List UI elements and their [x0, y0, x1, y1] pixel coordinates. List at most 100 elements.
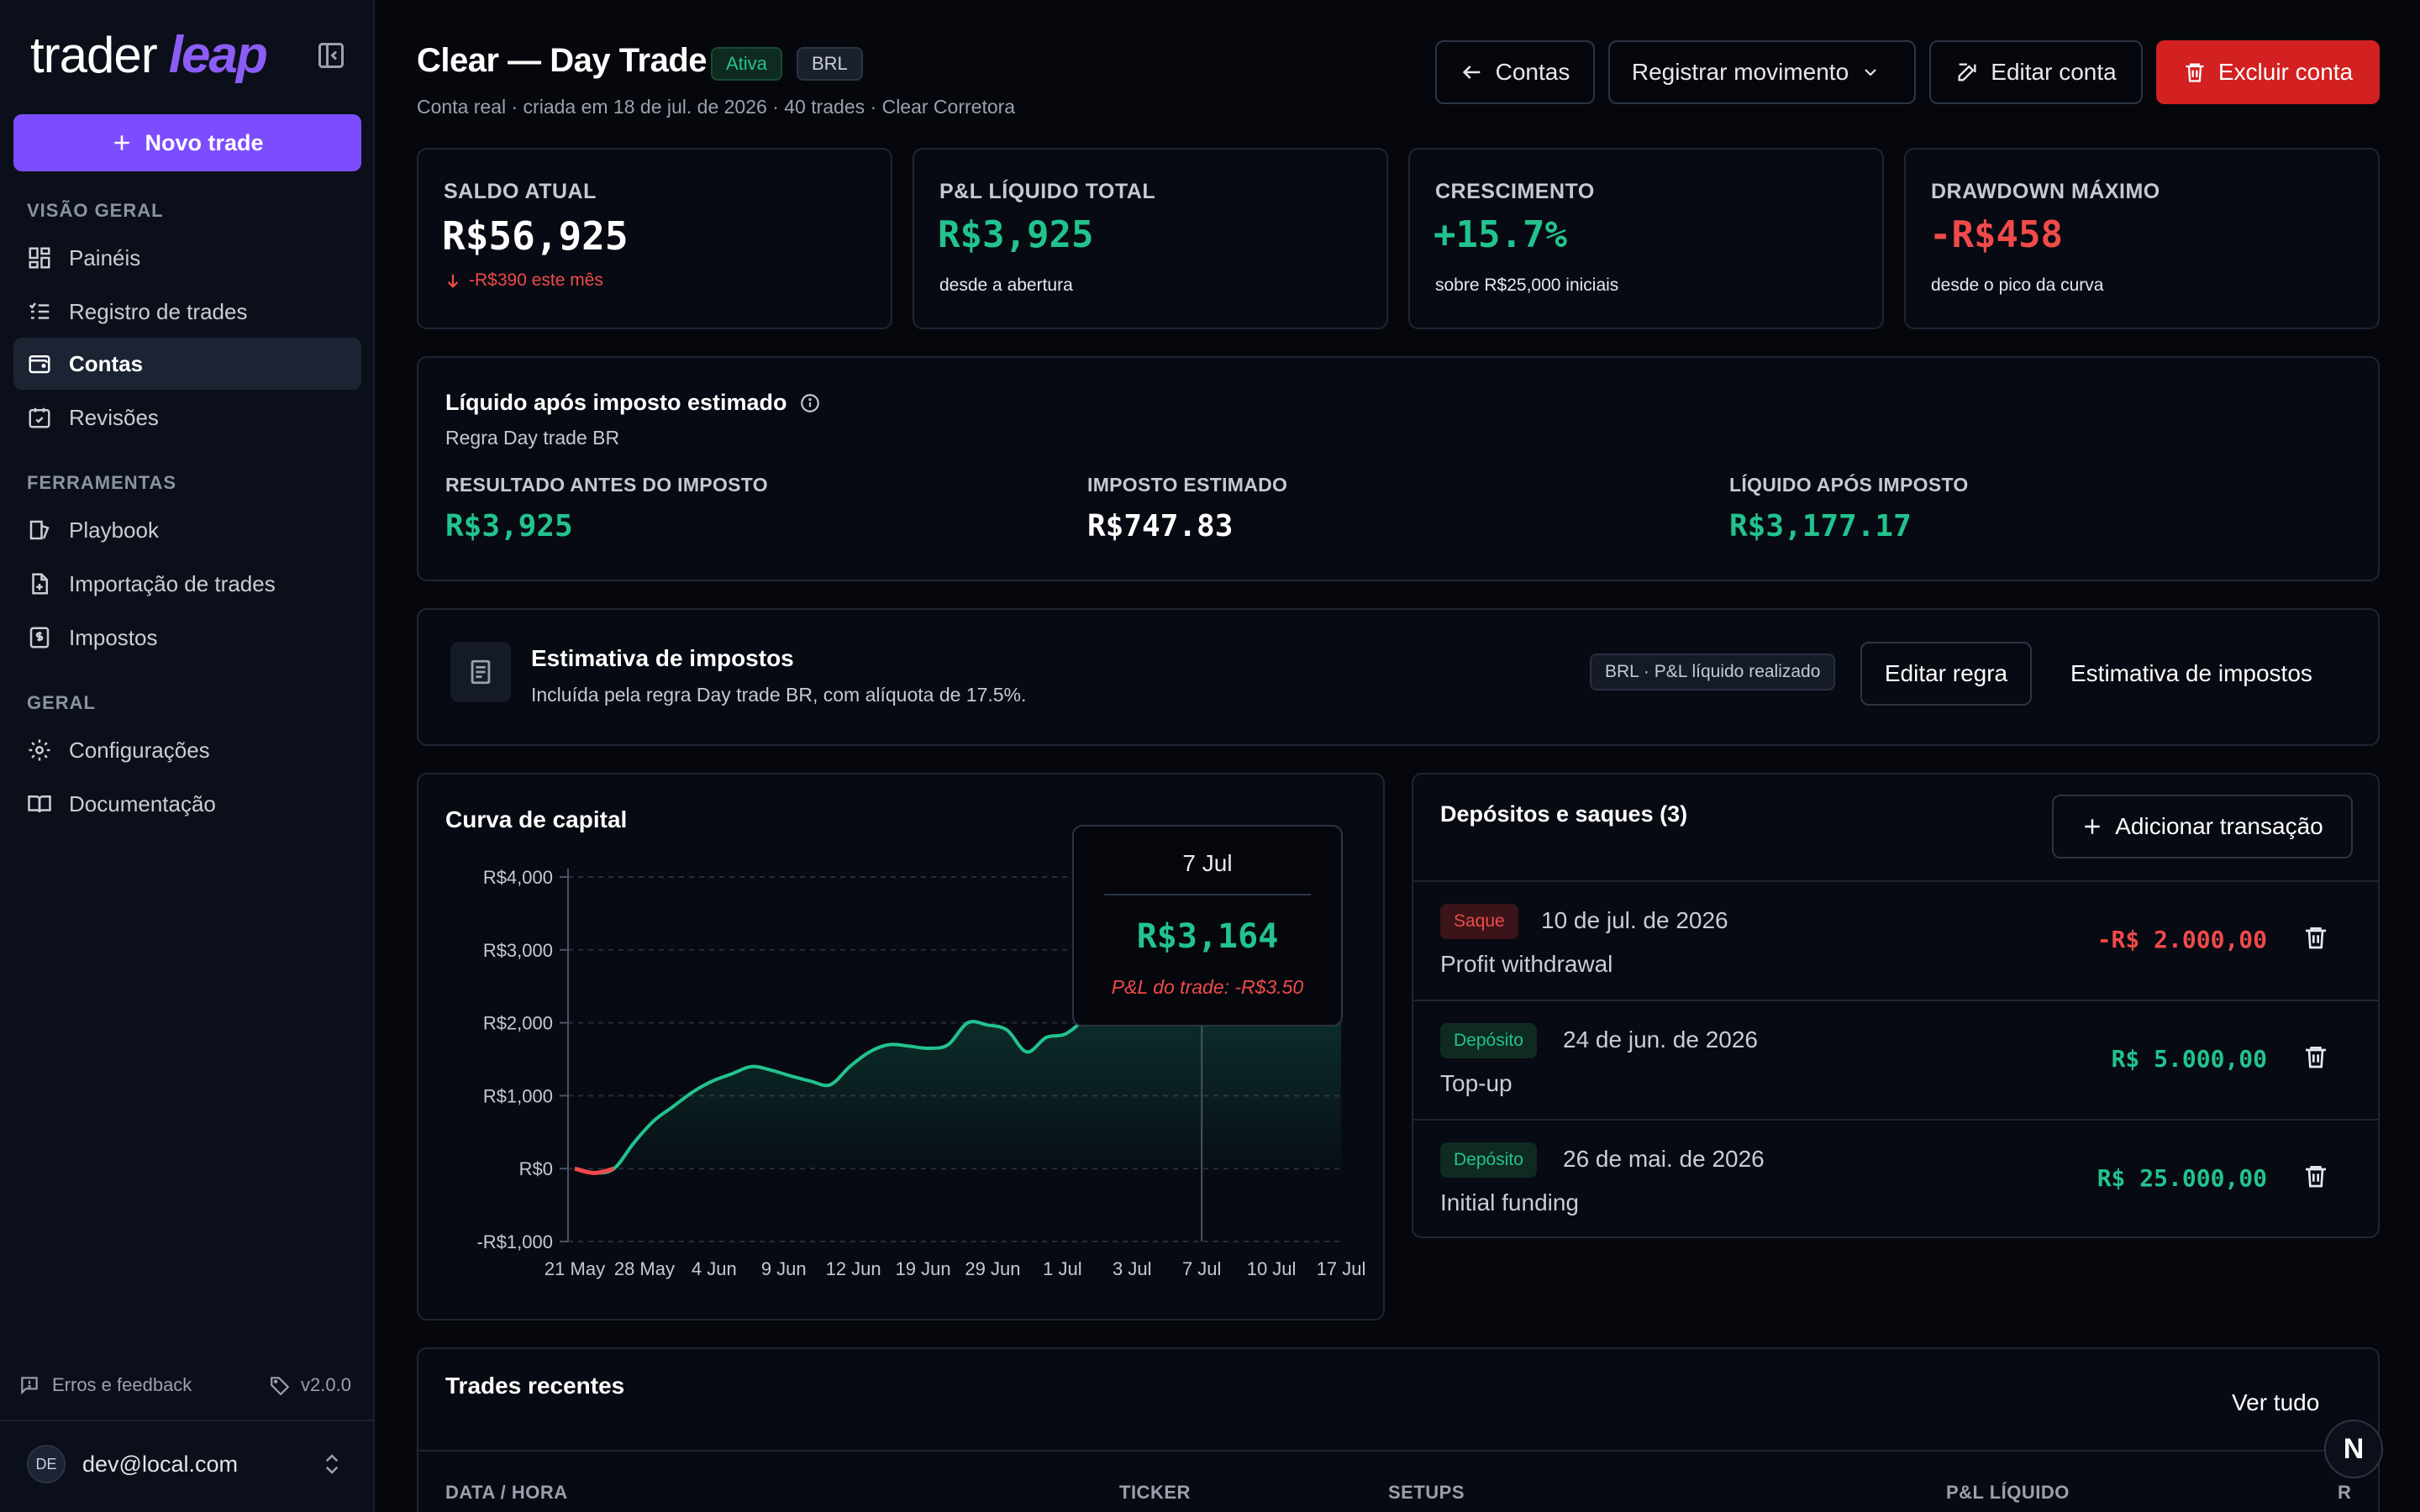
table-divider	[418, 1450, 2378, 1452]
recent-trades-card: Trades recentes Ver tudo DATA / HORA TIC…	[417, 1347, 2380, 1512]
sidebar-item-taxes[interactable]: Impostos	[13, 612, 361, 664]
tax-basis-chip: BRL · P&L líquido realizado	[1590, 654, 1836, 690]
transaction-description: Profit withdrawal	[1440, 951, 1613, 977]
x-tick-label: 4 Jun	[692, 1258, 737, 1279]
logo-text-leap: leap	[168, 25, 268, 84]
feedback-link[interactable]: Erros e feedback	[18, 1374, 192, 1396]
recent-trades-title: Trades recentes	[445, 1373, 625, 1399]
chart-title: Curva de capital	[445, 806, 628, 832]
edit-rule-button[interactable]: Editar regra	[1860, 642, 2032, 706]
currency-badge: BRL	[797, 47, 863, 81]
add-transaction-button[interactable]: Adicionar transação	[2052, 795, 2353, 858]
page-title: Clear — Day Trade	[417, 42, 708, 79]
chevron-down-icon	[1865, 69, 1876, 76]
sidebar-item-docs[interactable]: Documentação	[13, 778, 361, 830]
stat-card-growth: CRESCIMENTO +15.7% sobre R$25,000 inicia…	[1408, 148, 1884, 329]
dev-tools-button[interactable]: N	[2324, 1420, 2383, 1478]
column-header-date[interactable]: DATA / HORA	[445, 1482, 568, 1503]
avatar: DE	[27, 1445, 66, 1483]
chevron-up-down-icon[interactable]	[319, 1452, 345, 1481]
tax-estimate-link[interactable]: Estimativa de impostos	[2070, 660, 2312, 686]
tax-before-label: RESULTADO ANTES DO IMPOSTO	[445, 474, 768, 496]
sidebar-item-label: Documentação	[69, 790, 216, 816]
tooltip-trade-pl: P&L do trade: -R$3.50	[1111, 976, 1304, 998]
stat-card-balance: SALDO ATUAL R$56,925 -R$390 este mês	[417, 148, 892, 329]
edit-account-button[interactable]: Editar conta	[1929, 40, 2143, 104]
plus-icon	[2085, 819, 2100, 834]
after-tax-title-text: Líquido após imposto estimado	[445, 390, 787, 415]
list-check-icon	[29, 302, 50, 319]
column-header-r[interactable]: R	[2338, 1482, 2352, 1503]
tax-rule-label: Regra Day trade BR	[445, 427, 620, 449]
register-movement-dropdown[interactable]: Registrar movimento	[1608, 40, 1916, 104]
dashboard-icon	[29, 247, 50, 269]
tax-before-value: R$3,925	[445, 509, 573, 543]
transaction-date: 24 de jun. de 2026	[1563, 1026, 1758, 1053]
info-icon[interactable]	[799, 392, 821, 414]
tooltip-divider	[1104, 894, 1311, 895]
column-header-pnl[interactable]: P&L LÍQUIDO	[1946, 1482, 2070, 1503]
stat-value: -R$458	[1929, 213, 2063, 256]
plus-icon	[114, 135, 130, 150]
trash-icon[interactable]	[2302, 1043, 2329, 1074]
delete-account-label: Excluir conta	[2217, 59, 2354, 85]
x-tick-label: 12 Jun	[826, 1258, 881, 1279]
feedback-label: Erros e feedback	[52, 1374, 192, 1395]
stat-label: P&L LÍQUIDO TOTAL	[939, 180, 1156, 203]
view-all-link[interactable]: Ver tudo	[2232, 1389, 2320, 1415]
delete-account-button[interactable]: Excluir conta	[2156, 40, 2380, 104]
message-alert-icon	[21, 1377, 38, 1395]
x-tick-label: 28 May	[614, 1258, 675, 1279]
sidebar-item-panels[interactable]: Painéis	[13, 232, 361, 284]
section-label-overview: VISÃO GERAL	[27, 200, 164, 221]
transaction-date: 10 de jul. de 2026	[1541, 907, 1728, 933]
transaction-type-badge: Depósito	[1440, 1142, 1537, 1178]
sidebar-item-import[interactable]: Importação de trades	[13, 558, 361, 610]
stat-value: +15.7%	[1434, 213, 1567, 256]
edit-account-label: Editar conta	[1991, 59, 2117, 85]
column-header-setups[interactable]: SETUPS	[1388, 1482, 1465, 1503]
sidebar-item-label: Impostos	[69, 624, 158, 650]
transaction-type-badge: Saque	[1440, 904, 1518, 939]
sidebar-item-reviews[interactable]: Revisões	[13, 391, 361, 444]
sidebar-item-accounts[interactable]: Contas	[13, 338, 361, 390]
x-tick-label: 17 Jul	[1317, 1258, 1366, 1279]
transaction-description: Initial funding	[1440, 1189, 1580, 1215]
sidebar-collapse-icon[interactable]	[316, 40, 346, 71]
sidebar-item-playbook[interactable]: Playbook	[13, 504, 361, 556]
book-icon	[28, 795, 51, 813]
section-label-tools: FERRAMENTAS	[27, 472, 177, 493]
sidebar-item-settings[interactable]: Configurações	[13, 724, 361, 776]
after-tax-title: Líquido após imposto estimado	[445, 390, 821, 416]
stat-label: CRESCIMENTO	[1435, 180, 1595, 203]
arrow-down-icon	[447, 274, 459, 288]
logo[interactable]: trader leap	[30, 25, 268, 84]
list-item: Saque 10 de jul. de 2026 Profit withdraw…	[1413, 880, 2378, 1000]
sidebar-item-label: Painéis	[69, 244, 141, 270]
stat-sub: desde a abertura	[939, 276, 1073, 295]
status-badge: Ativa	[711, 47, 782, 81]
column-header-ticker[interactable]: TICKER	[1119, 1482, 1191, 1503]
new-trade-button[interactable]: Novo trade	[13, 114, 361, 171]
accounts-back-button[interactable]: Contas	[1435, 40, 1595, 104]
trash-icon[interactable]	[2302, 924, 2329, 955]
x-tick-label: 21 May	[544, 1258, 605, 1279]
sidebar-item-label: Playbook	[69, 517, 159, 543]
version-label: v2.0.0	[301, 1374, 351, 1395]
stat-sub: desde o pico da curva	[1931, 276, 2104, 295]
sidebar-item-label: Revisões	[69, 404, 159, 430]
y-tick-label: R$2,000	[483, 1013, 553, 1034]
trash-icon[interactable]	[2302, 1163, 2329, 1194]
receipt-icon	[450, 642, 511, 702]
x-tick-label: 9 Jun	[761, 1258, 807, 1279]
tax-estimated-label: IMPOSTO ESTIMADO	[1087, 474, 1288, 496]
tax-estimate-card: Estimativa de impostos Incluída pela reg…	[417, 608, 2380, 746]
edit-icon	[1958, 63, 1976, 81]
tag-icon	[271, 1377, 290, 1396]
after-tax-card: Líquido após imposto estimado Regra Day …	[417, 356, 2380, 581]
logo-text-trader: trader	[30, 26, 158, 83]
sidebar-item-trade-log[interactable]: Registro de trades	[13, 286, 361, 338]
page-subtitle: Conta real · criada em 18 de jul. de 202…	[417, 96, 1016, 118]
version-badge: v2.0.0	[269, 1374, 351, 1396]
user-menu[interactable]: DE dev@local.com	[27, 1445, 238, 1483]
